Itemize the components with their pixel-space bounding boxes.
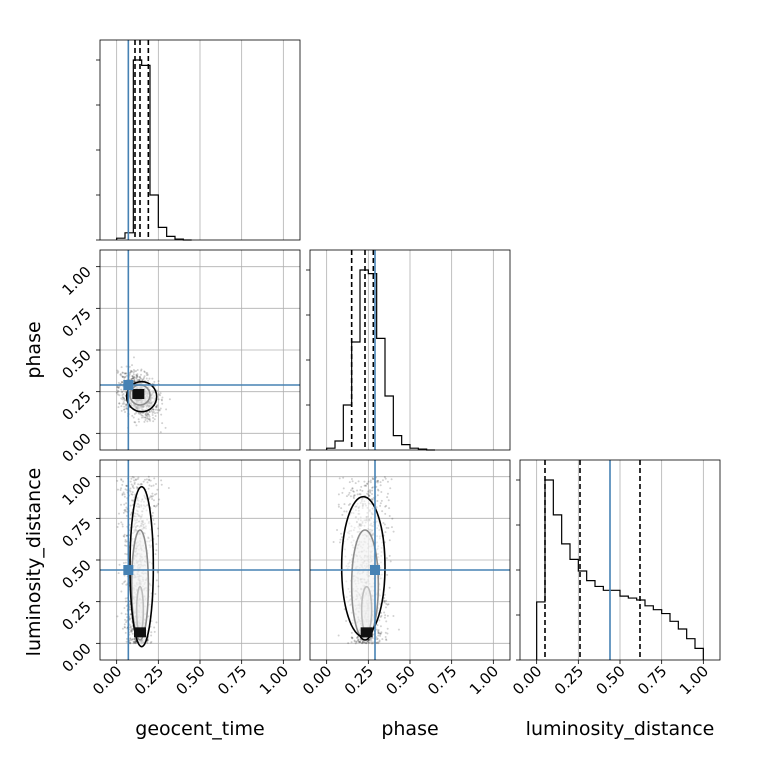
density-peak [134,627,146,638]
histogram-bars [536,479,704,660]
histogram-panel-geocent-time [96,39,301,241]
scatter-points [332,476,400,645]
contour-level [129,485,155,648]
truth-marker [123,380,134,390]
x-axis-label-geocent-time: geocent_time [135,718,264,740]
density-peak [132,389,145,399]
histogram-bars [116,59,192,241]
truth-marker [123,565,134,575]
density-peak [360,627,373,638]
histogram-panel-luminosity-distance [516,459,721,661]
x-axis-label-luminosity-distance: luminosity_distance [526,718,715,740]
panel-border [99,39,301,241]
x-axis-label-phase: phase [381,718,438,740]
y-axis-label-phase: phase [23,321,45,378]
histogram-panel-phase [306,249,511,451]
scatter-points [116,475,170,648]
histogram-bars [326,269,435,451]
scatter-panel-geocent-time-vs-luminosity-distance [99,459,301,661]
y-axis-label-luminosity-distance: luminosity_distance [23,468,45,657]
panel-border [309,249,511,451]
truth-marker [370,565,380,575]
scatter-panel-phase-vs-luminosity-distance [309,459,511,661]
scatter-panel-geocent-time-vs-phase [99,249,301,451]
